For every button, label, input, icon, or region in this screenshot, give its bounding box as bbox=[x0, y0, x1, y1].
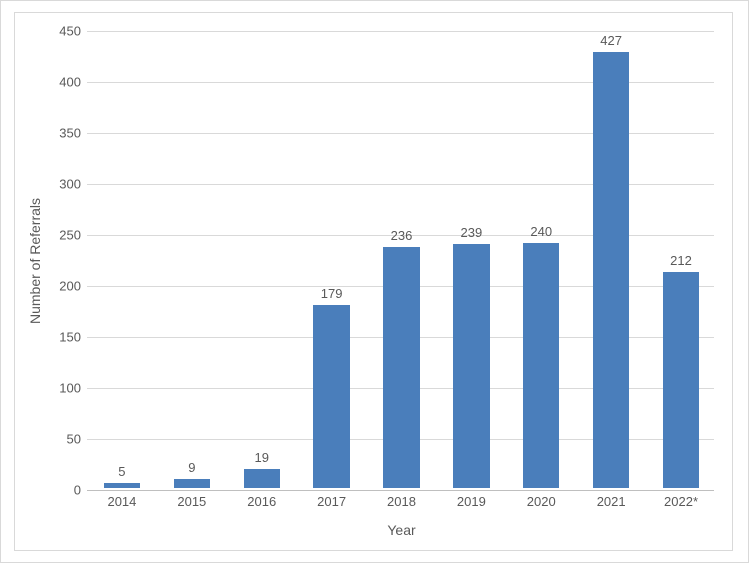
y-tick-label: 350 bbox=[59, 126, 81, 141]
x-tick-label: 2017 bbox=[317, 494, 346, 509]
x-tick-label: 2020 bbox=[527, 494, 556, 509]
y-axis-title: Number of Referrals bbox=[27, 197, 43, 323]
y-tick-label: 100 bbox=[59, 381, 81, 396]
bar: 19 bbox=[244, 469, 280, 488]
bar: 239 bbox=[453, 244, 489, 488]
y-tick-label: 400 bbox=[59, 75, 81, 90]
x-axis-title: Year bbox=[387, 522, 415, 538]
bar: 212 bbox=[663, 272, 699, 488]
bar: 427 bbox=[593, 52, 629, 488]
x-tick-label: 2015 bbox=[177, 494, 206, 509]
y-tick-label: 50 bbox=[67, 432, 81, 447]
bar: 179 bbox=[313, 305, 349, 488]
bar-value-label: 427 bbox=[600, 33, 622, 48]
x-tick-label: 2019 bbox=[457, 494, 486, 509]
bar-value-label: 19 bbox=[254, 450, 268, 465]
bar: 236 bbox=[383, 247, 419, 488]
plot-area: 0501001502002503003504004505201492015192… bbox=[87, 31, 714, 488]
bar-value-label: 5 bbox=[118, 464, 125, 479]
y-tick-label: 200 bbox=[59, 279, 81, 294]
y-tick-label: 300 bbox=[59, 177, 81, 192]
chart-outer-frame: Number of Referrals Year 0 50 100 150 200 250… bbox=[0, 0, 749, 563]
x-tick-label: 2018 bbox=[387, 494, 416, 509]
x-tick-label: 2014 bbox=[107, 494, 136, 509]
y-tick-label: 450 bbox=[59, 24, 81, 39]
chart-inner-frame: Number of Referrals Year 0 50 100 150 200 250… bbox=[14, 12, 733, 551]
bar-value-label: 212 bbox=[670, 253, 692, 268]
bar: 240 bbox=[523, 243, 559, 488]
x-tick-label: 2021 bbox=[597, 494, 626, 509]
gridline bbox=[87, 31, 714, 32]
bar-value-label: 239 bbox=[461, 225, 483, 240]
y-tick-label: 150 bbox=[59, 330, 81, 345]
x-tick-label: 2022* bbox=[664, 494, 698, 509]
bar-value-label: 240 bbox=[530, 224, 552, 239]
x-axis-baseline bbox=[87, 490, 714, 491]
bar: 9 bbox=[174, 479, 210, 488]
bar: 5 bbox=[104, 483, 140, 488]
y-tick-label: 250 bbox=[59, 228, 81, 243]
x-tick-label: 2016 bbox=[247, 494, 276, 509]
bar-value-label: 9 bbox=[188, 460, 195, 475]
y-tick-label: 0 bbox=[74, 483, 81, 498]
bar-value-label: 236 bbox=[391, 228, 413, 243]
bar-value-label: 179 bbox=[321, 286, 343, 301]
